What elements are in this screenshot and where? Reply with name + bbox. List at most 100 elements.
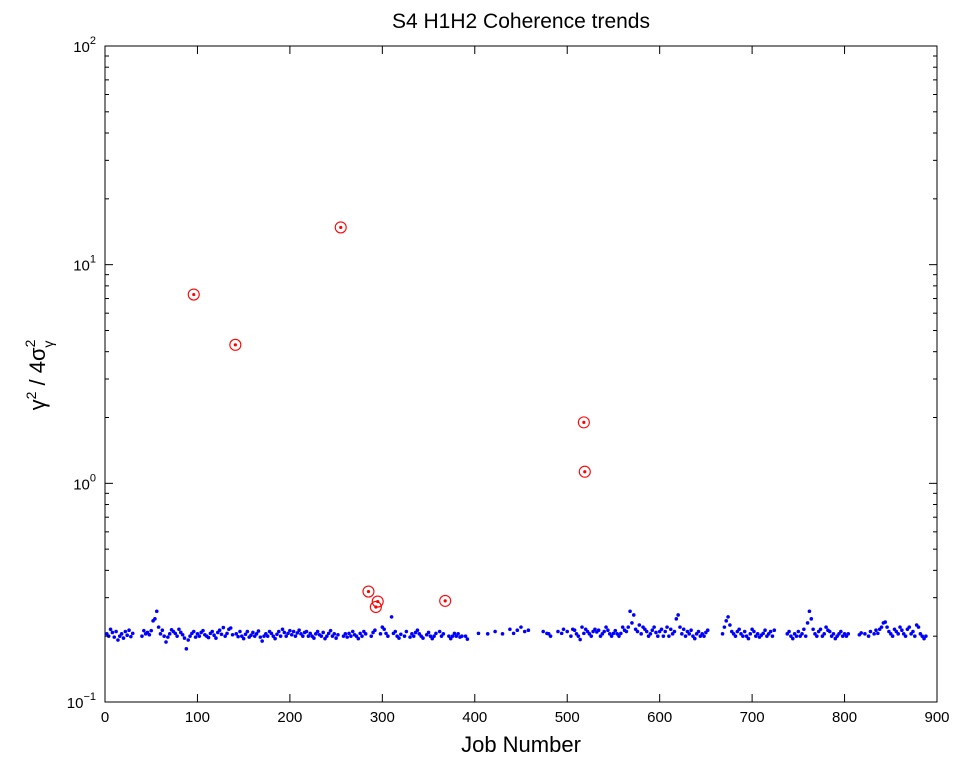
data-point-baseline <box>164 640 168 644</box>
data-point-baseline <box>839 629 843 634</box>
data-point-baseline <box>485 632 490 636</box>
data-point-baseline <box>182 636 187 640</box>
data-point-baseline <box>219 632 224 637</box>
data-point-outlier <box>577 416 590 429</box>
data-point-baseline <box>228 626 233 630</box>
data-point-baseline <box>193 635 198 639</box>
data-point-baseline <box>818 627 823 632</box>
data-point-baseline <box>286 631 290 636</box>
x-tick-label: 500 <box>555 709 580 726</box>
data-point-baseline <box>752 629 756 634</box>
plot-area <box>104 45 938 703</box>
data-point-baseline <box>325 634 329 638</box>
data-point-baseline <box>393 629 398 634</box>
data-point-baseline <box>541 629 545 634</box>
y-tick-base: 10 <box>73 39 90 56</box>
data-point-baseline <box>108 627 113 632</box>
data-point-baseline <box>885 625 889 629</box>
data-point-baseline <box>358 631 362 636</box>
data-point-baseline <box>166 635 170 639</box>
data-point-baseline <box>620 625 625 629</box>
data-point-baseline <box>350 629 355 634</box>
data-point-baseline <box>827 629 832 634</box>
data-point-baseline <box>668 627 673 632</box>
y-tick-label: 100 <box>73 472 96 493</box>
data-point-baseline <box>644 629 649 634</box>
data-point-baseline <box>306 634 311 638</box>
data-point-baseline <box>332 632 337 636</box>
data-point-baseline <box>611 631 616 636</box>
data-point-baseline <box>768 629 773 634</box>
data-point-baseline <box>384 631 388 636</box>
data-point-baseline <box>201 628 205 633</box>
data-point-baseline <box>295 631 300 635</box>
chart-title: S4 H1H2 Coherence trends <box>392 10 650 33</box>
data-point-baseline <box>770 634 775 638</box>
data-point-baseline <box>282 630 287 635</box>
data-point-baseline <box>221 625 226 630</box>
data-point-baseline <box>787 629 791 634</box>
data-point-outlier <box>371 595 384 608</box>
data-point-baseline <box>356 636 361 641</box>
data-point-outlier <box>362 585 375 598</box>
data-point-baseline <box>696 629 701 634</box>
outlier-center <box>192 292 196 297</box>
axis-ticks <box>104 45 938 703</box>
data-point-baseline <box>628 609 632 614</box>
data-point-baseline <box>790 636 795 641</box>
data-point-baseline <box>123 629 128 634</box>
data-point-baseline <box>251 630 255 635</box>
data-point-baseline <box>811 627 815 632</box>
data-point-baseline <box>276 629 281 634</box>
data-point-baseline <box>147 632 152 637</box>
data-point-baseline <box>130 631 135 636</box>
data-point-baseline <box>565 629 570 634</box>
data-point-baseline <box>746 636 751 641</box>
data-point-baseline <box>652 625 656 629</box>
data-point-baseline <box>493 629 497 634</box>
data-point-baseline <box>408 635 412 639</box>
data-point-baseline <box>217 628 222 632</box>
data-point-baseline <box>206 635 211 640</box>
outlier-ring <box>362 585 375 598</box>
data-point-baseline <box>863 632 867 636</box>
data-point-baseline <box>188 634 192 638</box>
data-point-baseline <box>308 631 313 636</box>
y-label-divide: / 4 <box>25 361 50 392</box>
data-point-baseline <box>702 634 706 638</box>
data-point-baseline <box>158 632 163 636</box>
data-point-baseline <box>140 634 144 638</box>
data-point-baseline <box>349 634 353 638</box>
y-label-sigma-subscript: γ <box>40 341 56 348</box>
data-point-baseline <box>916 625 921 629</box>
data-point-baseline <box>315 629 320 634</box>
data-point-baseline <box>326 631 331 636</box>
data-point-baseline <box>291 629 296 634</box>
data-point-baseline <box>500 632 505 636</box>
data-point-baseline <box>900 628 904 632</box>
data-point-baseline <box>807 609 812 614</box>
data-point-baseline <box>508 627 512 632</box>
data-point-baseline <box>898 625 902 629</box>
data-point-baseline <box>903 634 908 638</box>
data-point-baseline <box>805 621 810 625</box>
data-point-baseline <box>154 609 159 614</box>
data-point-baseline <box>234 632 239 636</box>
data-point-baseline <box>421 636 425 640</box>
data-point-baseline <box>580 625 584 629</box>
data-point-baseline <box>637 623 642 627</box>
data-point-baseline <box>606 628 610 632</box>
data-point-baseline <box>476 631 481 636</box>
data-point-baseline <box>177 627 181 632</box>
data-point-baseline <box>265 634 270 638</box>
data-point-baseline <box>613 628 618 633</box>
data-point-baseline <box>360 634 364 638</box>
data-point-baseline <box>859 631 863 635</box>
data-point-baseline <box>399 632 403 637</box>
x-tick-label: 0 <box>101 709 109 726</box>
data-point-baseline <box>452 631 457 636</box>
data-point-baseline <box>450 634 455 638</box>
data-point-baseline <box>411 634 416 638</box>
